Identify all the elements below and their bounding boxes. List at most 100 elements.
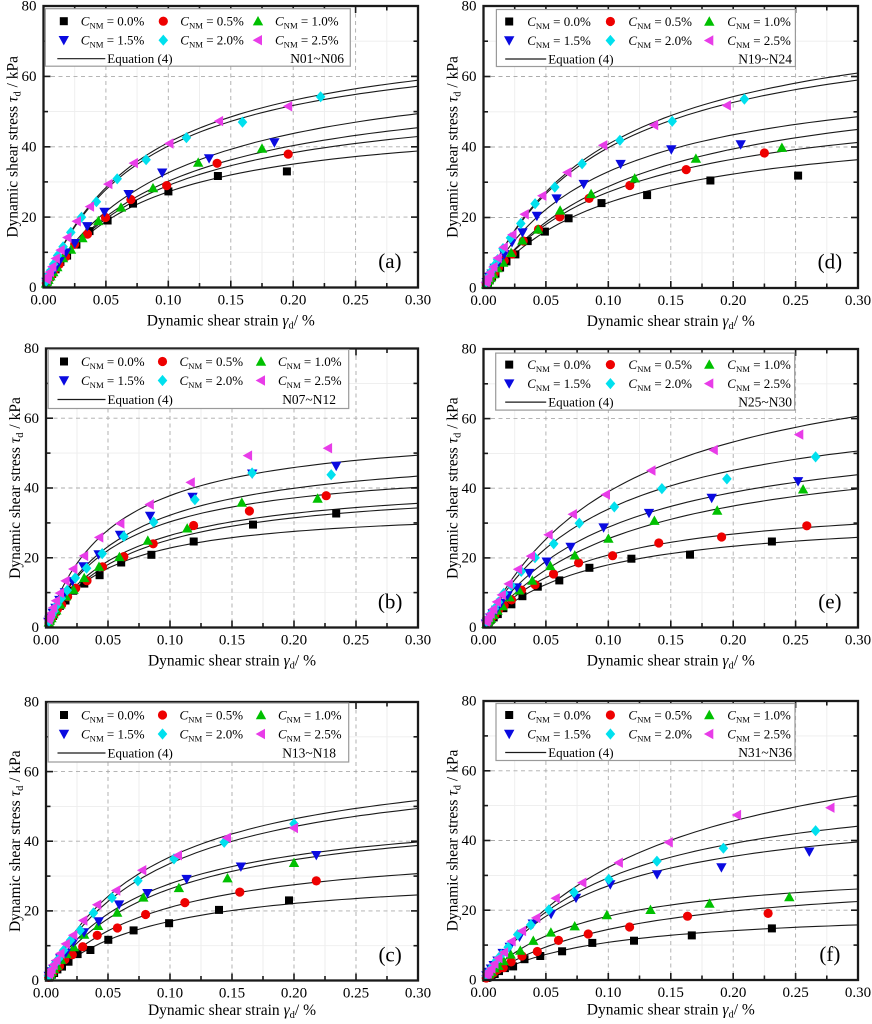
svg-text:60: 60 <box>462 411 477 427</box>
svg-text:CNM = 2.0%: CNM = 2.0% <box>628 376 692 393</box>
svg-text:80: 80 <box>462 694 477 710</box>
svg-text:0.20: 0.20 <box>280 293 306 309</box>
svg-text:Dynamic shear strain γd/ %: Dynamic shear strain γd/ % <box>147 313 315 332</box>
svg-text:0.20: 0.20 <box>720 293 746 309</box>
svg-text:Dynamic shear strain γd/ %: Dynamic shear strain γd/ % <box>148 1002 316 1021</box>
svg-text:0.15: 0.15 <box>658 633 684 649</box>
svg-text:CNM = 0.5%: CNM = 0.5% <box>628 357 692 374</box>
svg-text:80: 80 <box>22 0 37 15</box>
svg-text:0.15: 0.15 <box>658 985 684 1001</box>
svg-text:80: 80 <box>24 341 39 357</box>
svg-text:(e): (e) <box>818 589 841 613</box>
svg-text:Dynamic shear strain γd/ %: Dynamic shear strain γd/ % <box>587 1002 755 1021</box>
svg-text:0.20: 0.20 <box>720 633 746 649</box>
svg-text:CNM = 2.5%: CNM = 2.5% <box>278 727 342 744</box>
svg-text:40: 40 <box>24 834 39 850</box>
svg-text:Equation (4): Equation (4) <box>108 746 173 761</box>
svg-text:N19~N24: N19~N24 <box>738 52 792 67</box>
svg-text:0.20: 0.20 <box>720 985 746 1001</box>
svg-text:0.15: 0.15 <box>218 293 244 309</box>
svg-text:0: 0 <box>32 973 40 989</box>
svg-text:0: 0 <box>32 620 40 636</box>
svg-text:0: 0 <box>469 281 477 297</box>
svg-text:(f): (f) <box>819 942 840 966</box>
svg-text:(c): (c) <box>378 942 401 966</box>
svg-text:CNM = 2.0%: CNM = 2.0% <box>628 33 692 50</box>
svg-text:(b): (b) <box>378 589 403 613</box>
svg-text:Dynamic shear stress τd / kPa: Dynamic shear stress τd / kPa <box>7 397 26 579</box>
svg-text:Equation (4): Equation (4) <box>548 745 613 760</box>
svg-text:60: 60 <box>24 411 39 427</box>
svg-text:N01~N06: N01~N06 <box>290 51 344 66</box>
svg-text:0.10: 0.10 <box>157 633 183 649</box>
svg-text:20: 20 <box>462 551 477 567</box>
svg-text:0.20: 0.20 <box>281 986 307 1002</box>
svg-text:CNM = 0.5%: CNM = 0.5% <box>180 708 244 725</box>
svg-text:CNM = 2.0%: CNM = 2.0% <box>628 727 692 744</box>
svg-text:(a): (a) <box>378 249 401 273</box>
svg-text:40: 40 <box>24 481 39 497</box>
svg-text:0.15: 0.15 <box>658 293 684 309</box>
svg-text:0.25: 0.25 <box>342 293 368 309</box>
svg-text:0.10: 0.10 <box>595 633 621 649</box>
svg-text:CNM = 0.5%: CNM = 0.5% <box>180 14 244 31</box>
svg-text:0.20: 0.20 <box>281 633 307 649</box>
svg-text:0.30: 0.30 <box>405 986 431 1002</box>
svg-text:CNM = 2.5%: CNM = 2.5% <box>278 373 342 390</box>
svg-text:0.05: 0.05 <box>533 293 559 309</box>
svg-text:CNM = 1.5%: CNM = 1.5% <box>527 33 591 50</box>
svg-text:40: 40 <box>462 140 477 156</box>
svg-text:Equation (4): Equation (4) <box>108 392 173 407</box>
svg-text:0.25: 0.25 <box>343 633 369 649</box>
svg-text:0.30: 0.30 <box>845 633 871 649</box>
svg-text:Dynamic shear strain γd/ %: Dynamic shear strain γd/ % <box>148 653 316 672</box>
svg-text:Equation (4): Equation (4) <box>548 52 613 67</box>
svg-text:CNM = 0.0%: CNM = 0.0% <box>527 708 591 725</box>
svg-text:CNM = 1.5%: CNM = 1.5% <box>527 727 591 744</box>
svg-text:CNM = 1.0%: CNM = 1.0% <box>278 354 342 371</box>
svg-text:CNM = 1.5%: CNM = 1.5% <box>81 373 145 390</box>
svg-text:CNM = 0.5%: CNM = 0.5% <box>628 708 692 725</box>
svg-text:0.30: 0.30 <box>405 293 431 309</box>
svg-text:0: 0 <box>29 280 37 296</box>
svg-text:CNM = 2.5%: CNM = 2.5% <box>727 376 791 393</box>
svg-text:Equation (4): Equation (4) <box>548 395 613 410</box>
svg-text:CNM = 0.0%: CNM = 0.0% <box>81 354 145 371</box>
svg-text:0.30: 0.30 <box>845 293 871 309</box>
svg-text:0.05: 0.05 <box>533 985 559 1001</box>
svg-text:CNM = 0.0%: CNM = 0.0% <box>81 708 145 725</box>
svg-text:CNM = 1.0%: CNM = 1.0% <box>727 708 791 725</box>
svg-text:CNM = 2.5%: CNM = 2.5% <box>275 33 339 50</box>
svg-text:CNM = 0.0%: CNM = 0.0% <box>527 14 591 31</box>
svg-text:20: 20 <box>462 210 477 226</box>
svg-text:CNM = 1.5%: CNM = 1.5% <box>527 376 591 393</box>
svg-text:20: 20 <box>24 551 39 567</box>
svg-text:N31~N36: N31~N36 <box>738 745 792 760</box>
svg-text:0.30: 0.30 <box>405 633 431 649</box>
svg-text:80: 80 <box>24 695 39 711</box>
svg-text:0.00: 0.00 <box>33 633 59 649</box>
svg-text:Equation (4): Equation (4) <box>107 51 172 66</box>
svg-text:0.25: 0.25 <box>343 986 369 1002</box>
svg-text:0.05: 0.05 <box>95 986 121 1002</box>
svg-text:CNM = 0.5%: CNM = 0.5% <box>180 354 244 371</box>
svg-text:Dynamic shear stress τd / kPa: Dynamic shear stress τd / kPa <box>445 397 464 579</box>
svg-text:0.00: 0.00 <box>30 293 56 309</box>
svg-text:0.25: 0.25 <box>782 633 808 649</box>
svg-text:Dynamic shear stress τd / kPa: Dynamic shear stress τd / kPa <box>5 56 24 238</box>
svg-text:20: 20 <box>462 903 477 919</box>
svg-text:80: 80 <box>462 0 477 15</box>
svg-text:60: 60 <box>462 69 477 85</box>
svg-text:0.00: 0.00 <box>470 293 496 309</box>
svg-text:0.05: 0.05 <box>93 293 119 309</box>
svg-text:N13~N18: N13~N18 <box>282 746 336 761</box>
svg-text:60: 60 <box>24 764 39 780</box>
svg-text:CNM = 2.0%: CNM = 2.0% <box>180 727 244 744</box>
svg-text:0: 0 <box>469 620 477 636</box>
svg-text:0.10: 0.10 <box>595 985 621 1001</box>
svg-text:0.05: 0.05 <box>533 633 559 649</box>
svg-text:20: 20 <box>24 904 39 920</box>
svg-text:40: 40 <box>22 139 37 155</box>
svg-text:60: 60 <box>22 69 37 85</box>
svg-text:CNM = 2.5%: CNM = 2.5% <box>727 727 791 744</box>
